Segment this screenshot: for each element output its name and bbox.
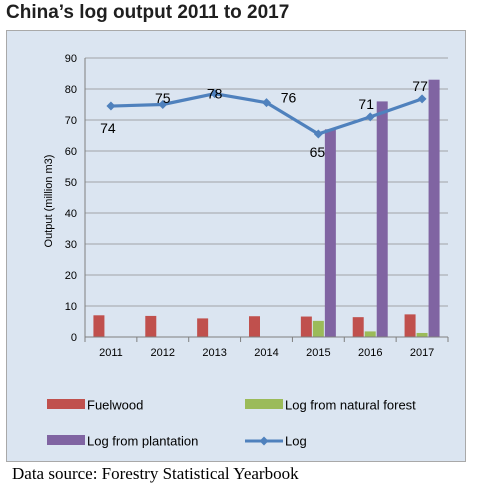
x-tick-label: 2014 <box>254 347 278 359</box>
chart-area: 0 10 20 30 40 50 60 70 80 90 2011 2012 2013 2014 2015… <box>6 30 466 462</box>
legend-marker <box>259 436 269 446</box>
log-marker <box>262 98 271 108</box>
legend-label: Log from natural forest <box>285 398 416 413</box>
y-axis-title: Output (million m3) <box>43 155 55 248</box>
log-marker <box>210 89 220 99</box>
y-tick-label: 60 <box>65 146 77 158</box>
data-source: Data source: Forestry Statistical Yearbo… <box>12 464 299 483</box>
bar-log-from-plantation <box>324 129 336 337</box>
x-tick-label: 2015 <box>306 347 330 359</box>
bar-log-from-natural-forest <box>312 320 324 337</box>
chart-svg: 0 10 20 30 40 50 60 70 80 90 2011 2012 2013 2014 2015… <box>43 53 449 449</box>
axes <box>84 58 449 342</box>
y-tick-label: 0 <box>71 332 77 344</box>
log-data-label: 75 <box>155 90 171 106</box>
bar-log-from-plantation <box>428 79 440 337</box>
legend: Fuelwood Log from natural forest Log from … <box>47 398 416 449</box>
y-tick-label: 80 <box>65 84 77 96</box>
bar-log-from-natural-forest <box>416 332 428 337</box>
x-tick-label: 2017 <box>410 347 434 359</box>
log-data-label: 78 <box>207 86 223 102</box>
data-labels: 74 75 78 76 65 71 77 <box>100 78 428 160</box>
legend-label: Log <box>285 434 307 449</box>
gridlines <box>85 57 448 338</box>
log-marker <box>417 94 427 104</box>
y-tick-label: 50 <box>65 177 77 189</box>
legend-label: Log from plantation <box>87 434 198 449</box>
bar-fuelwood <box>300 316 312 337</box>
bar-fuelwood <box>93 315 105 337</box>
bars <box>93 79 440 338</box>
y-tick-label: 20 <box>65 270 77 282</box>
log-data-label: 71 <box>358 96 374 112</box>
legend-swatch <box>245 399 283 409</box>
bar-log-from-plantation <box>376 101 388 338</box>
legend-label: Fuelwood <box>87 398 143 413</box>
bar-log-from-natural-forest <box>364 331 376 337</box>
y-tick-label: 90 <box>65 53 77 65</box>
y-tick-label: 10 <box>65 301 77 313</box>
x-tick-label: 2011 <box>99 347 123 359</box>
log-marker <box>313 129 323 139</box>
legend-swatch <box>47 399 85 409</box>
bar-fuelwood <box>249 316 260 337</box>
log-marker <box>158 100 168 109</box>
log-marker <box>365 112 375 122</box>
log-line <box>106 89 427 139</box>
log-marker <box>106 101 116 111</box>
x-tick-label: 2012 <box>151 347 175 359</box>
bar-fuelwood <box>352 317 364 337</box>
y-tick-label: 70 <box>65 115 77 127</box>
bar-fuelwood <box>197 318 209 337</box>
legend-swatch <box>47 435 85 445</box>
y-tick-label: 40 <box>65 208 77 220</box>
x-tick-label: 2013 <box>202 347 226 359</box>
log-data-label: 76 <box>281 90 297 106</box>
y-axis-ticks: 0 10 20 30 40 50 60 70 80 90 <box>65 53 77 344</box>
bar-fuelwood <box>145 315 157 337</box>
log-data-label: 77 <box>412 78 428 94</box>
x-tick-label: 2016 <box>358 347 382 359</box>
x-axis-ticks: 2011 2012 2013 2014 2015 2016 2017 <box>99 347 434 359</box>
bar-fuelwood <box>404 314 416 337</box>
log-data-label: 65 <box>310 144 326 160</box>
log-data-label: 74 <box>100 120 116 136</box>
y-tick-label: 30 <box>65 239 77 251</box>
chart-title: China’s log output 2011 to 2017 <box>6 2 290 23</box>
